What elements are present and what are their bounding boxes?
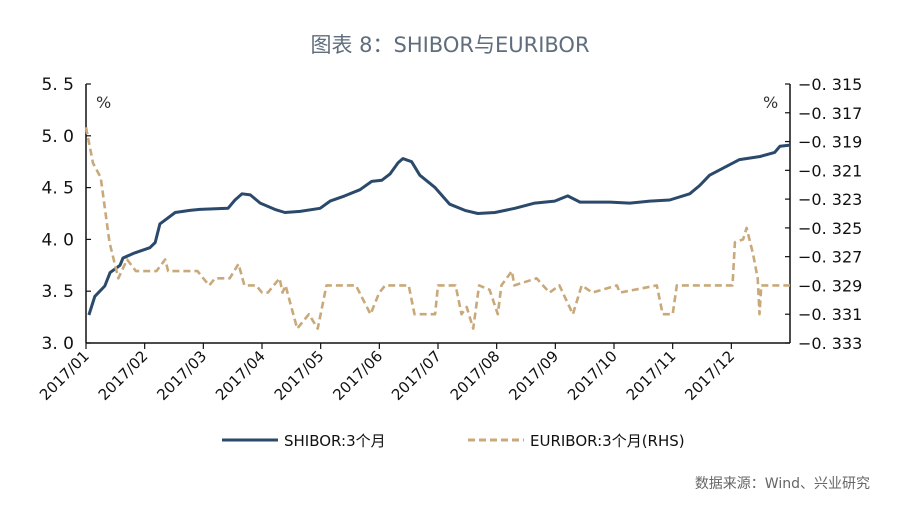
right-tick-label: −0. 321 — [798, 161, 862, 180]
left-tick-label: 3. 0 — [42, 334, 74, 354]
x-tick-label: 2017/12 — [681, 347, 738, 404]
source-note: 数据来源：Wind、兴业研究 — [695, 476, 870, 492]
left-unit-label: % — [96, 93, 111, 112]
left-tick-label: 4. 5 — [42, 179, 74, 199]
right-tick-label: −0. 323 — [798, 190, 862, 209]
right-tick-label: −0. 325 — [798, 219, 862, 238]
x-tick-label: 2017/06 — [329, 347, 386, 404]
shibor-line — [87, 143, 791, 316]
right-unit-label: % — [763, 93, 778, 112]
left-tick-label: 3. 5 — [42, 282, 74, 302]
x-tick-label: 2017/11 — [623, 347, 680, 404]
x-tick-label: 2017/04 — [212, 347, 269, 404]
x-tick-label: 2017/08 — [447, 347, 504, 404]
right-tick-label: −0. 317 — [798, 104, 862, 123]
chart-title: 图表 8：SHIBOR与EURIBOR — [310, 33, 589, 57]
right-tick-label: −0. 315 — [798, 75, 862, 94]
left-tick-label: 5. 0 — [42, 127, 74, 147]
x-tick-label: 2017/02 — [95, 347, 152, 404]
x-tick-label: 2017/03 — [153, 347, 210, 404]
x-tick-label: 2017/01 — [36, 347, 93, 404]
x-tick-label: 2017/09 — [505, 347, 562, 404]
x-tick-label: 2017/05 — [271, 347, 328, 404]
x-tick-label: 2017/07 — [388, 347, 445, 404]
right-tick-label: −0. 331 — [798, 305, 862, 324]
right-tick-label: −0. 319 — [798, 133, 862, 152]
left-tick-label: 4. 0 — [42, 230, 74, 250]
legend: SHIBOR:3个月 EURIBOR:3个月(RHS) — [222, 432, 685, 450]
right-tick-label: −0. 333 — [798, 334, 862, 353]
legend-label: EURIBOR:3个月(RHS) — [530, 432, 685, 450]
legend-label: SHIBOR:3个月 — [284, 432, 386, 450]
x-tick-label: 2017/10 — [564, 347, 621, 404]
euribor-line — [84, 126, 790, 330]
right-tick-label: −0. 327 — [798, 248, 862, 267]
right-tick-label: −0. 329 — [798, 276, 862, 295]
left-tick-label: 5. 5 — [42, 75, 74, 95]
